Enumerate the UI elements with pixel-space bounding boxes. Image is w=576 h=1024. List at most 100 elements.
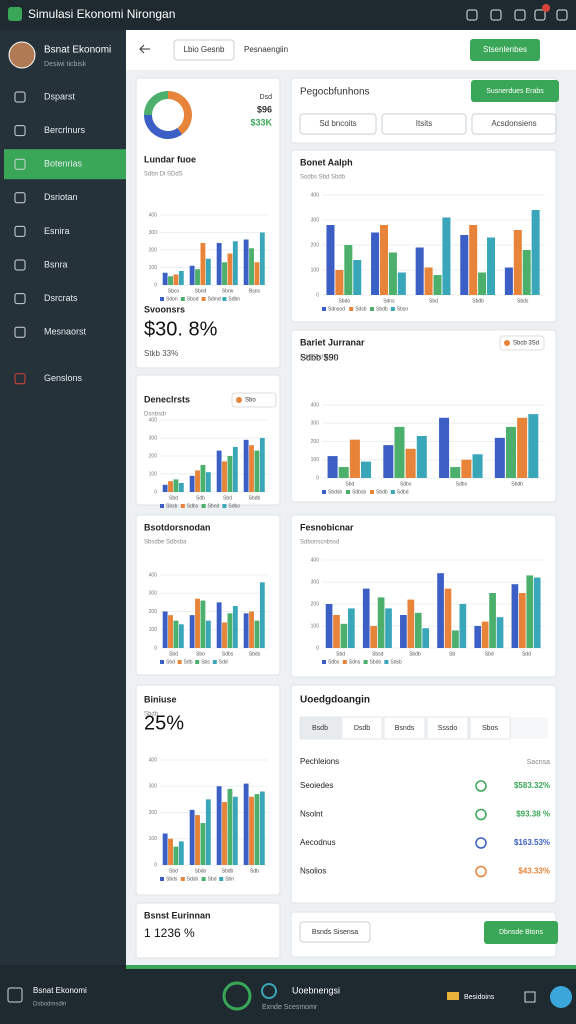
- y-tick-label: 100: [149, 471, 158, 477]
- nav-item[interactable]: Esnira: [44, 226, 70, 236]
- nav-item[interactable]: Mesnaorst: [44, 327, 87, 337]
- x-tick-label: Sbdb: [409, 651, 421, 657]
- button-label[interactable]: Stsenlenbes: [483, 45, 527, 54]
- tab-button[interactable]: [173, 39, 235, 61]
- y-tick-label: 300: [149, 784, 158, 790]
- filter-label[interactable]: Acsdonsiens: [491, 119, 536, 128]
- x-tick-label: Sbds: [249, 651, 261, 657]
- bar: [227, 613, 233, 648]
- nav-item[interactable]: Dsparst: [44, 91, 76, 101]
- button-label[interactable]: Susnerdues Erabs: [486, 88, 544, 95]
- y-tick-label: 200: [149, 247, 158, 253]
- app-icon: [8, 7, 22, 21]
- tab[interactable]: [383, 716, 426, 740]
- legend-swatch: [219, 877, 224, 881]
- y-tick-label: 200: [311, 439, 320, 445]
- top-icon[interactable]: [514, 9, 526, 21]
- tab[interactable]: [299, 716, 341, 740]
- bar: [254, 620, 260, 648]
- bar: [216, 786, 222, 865]
- bar: [416, 436, 427, 478]
- y-tick-label: 400: [149, 417, 158, 423]
- top-icon[interactable]: [466, 9, 478, 21]
- footer-label[interactable]: Besidoins: [464, 994, 495, 1001]
- bar: [227, 253, 233, 285]
- tab-label[interactable]: Sbos: [482, 725, 498, 732]
- legend-label: Sdsb: [355, 306, 367, 312]
- filter[interactable]: [381, 113, 467, 135]
- primary-button[interactable]: [484, 921, 558, 944]
- legend-swatch: [322, 490, 326, 494]
- nav-icon: [14, 158, 26, 170]
- badge-dot: [504, 340, 510, 346]
- y-tick-label: 300: [311, 579, 320, 585]
- tab[interactable]: [469, 716, 511, 740]
- panel-button[interactable]: [471, 80, 559, 102]
- row-value: $583.32%: [514, 781, 550, 790]
- legend-swatch: [180, 877, 185, 881]
- button-label[interactable]: Bsnds Sisensa: [312, 929, 358, 936]
- filter-label[interactable]: Itsits: [416, 119, 432, 128]
- y-tick-label: 200: [149, 453, 158, 459]
- tab-label[interactable]: Pesnaengiin: [244, 45, 288, 54]
- fab[interactable]: [550, 986, 572, 1008]
- filter[interactable]: [299, 113, 377, 135]
- y-tick-label: 0: [154, 282, 157, 288]
- nav-item[interactable]: Bsnra: [44, 259, 68, 269]
- legend-swatch: [160, 877, 164, 881]
- top-icon[interactable]: [534, 9, 546, 21]
- nav-item[interactable]: Botenrias: [44, 159, 83, 169]
- legend-label: Sbnd: [208, 503, 220, 509]
- top-icon[interactable]: [490, 9, 502, 21]
- y-tick-label: 400: [149, 572, 158, 578]
- button-label[interactable]: Dbnsde Btons: [499, 929, 543, 936]
- bar: [478, 272, 487, 295]
- primary-button[interactable]: [470, 39, 540, 61]
- tab[interactable]: [341, 716, 383, 740]
- bar: [195, 470, 200, 492]
- top-icon[interactable]: [556, 9, 568, 21]
- bar: [472, 454, 483, 478]
- tab-label[interactable]: Bsdb: [312, 725, 328, 732]
- top-bar: [0, 0, 576, 30]
- legend-label: Sbsb: [166, 503, 178, 509]
- secondary-button[interactable]: [299, 921, 371, 943]
- y-tick-label: 100: [149, 265, 158, 271]
- tab-label[interactable]: Bsnds: [395, 725, 415, 732]
- legend-label: Sbdsb: [328, 489, 342, 495]
- legend-label: Sbd: [208, 876, 217, 882]
- legend-swatch: [180, 297, 185, 301]
- back-arrow[interactable]: [139, 44, 150, 54]
- filter-label[interactable]: Sd bncoits: [319, 119, 356, 128]
- bar: [433, 275, 442, 295]
- bar: [388, 252, 397, 295]
- nav-item[interactable]: Bercrlnurs: [44, 125, 86, 135]
- tab-label[interactable]: Sssdo: [438, 725, 458, 732]
- footer-dial[interactable]: [222, 981, 252, 1011]
- bar: [222, 262, 227, 285]
- bar: [325, 604, 333, 648]
- x-tick-label: Sbo: [196, 651, 205, 657]
- nav-item[interactable]: Dsrcrats: [44, 293, 78, 303]
- x-tick-label: Sb: [449, 651, 455, 657]
- bar: [422, 628, 430, 648]
- bar: [370, 626, 378, 648]
- y-tick-label: 0: [316, 292, 319, 298]
- bar: [379, 225, 389, 295]
- nav-item[interactable]: Genslons: [44, 373, 83, 383]
- y-tick-label: 400: [149, 212, 158, 218]
- footer-dial[interactable]: [261, 983, 277, 999]
- bar: [327, 456, 338, 478]
- tab-label[interactable]: Lbio Gesnb: [184, 45, 225, 54]
- bar: [162, 272, 168, 285]
- footer-icon[interactable]: [524, 991, 536, 1003]
- bar: [222, 622, 227, 648]
- bar: [469, 225, 478, 295]
- legend-swatch: [160, 660, 164, 664]
- bar: [222, 802, 227, 865]
- filter[interactable]: [471, 113, 557, 135]
- bar: [513, 230, 522, 295]
- nav-item[interactable]: Dsriotan: [44, 192, 78, 202]
- tab[interactable]: [426, 716, 469, 740]
- tab-label[interactable]: Dsdb: [354, 725, 370, 732]
